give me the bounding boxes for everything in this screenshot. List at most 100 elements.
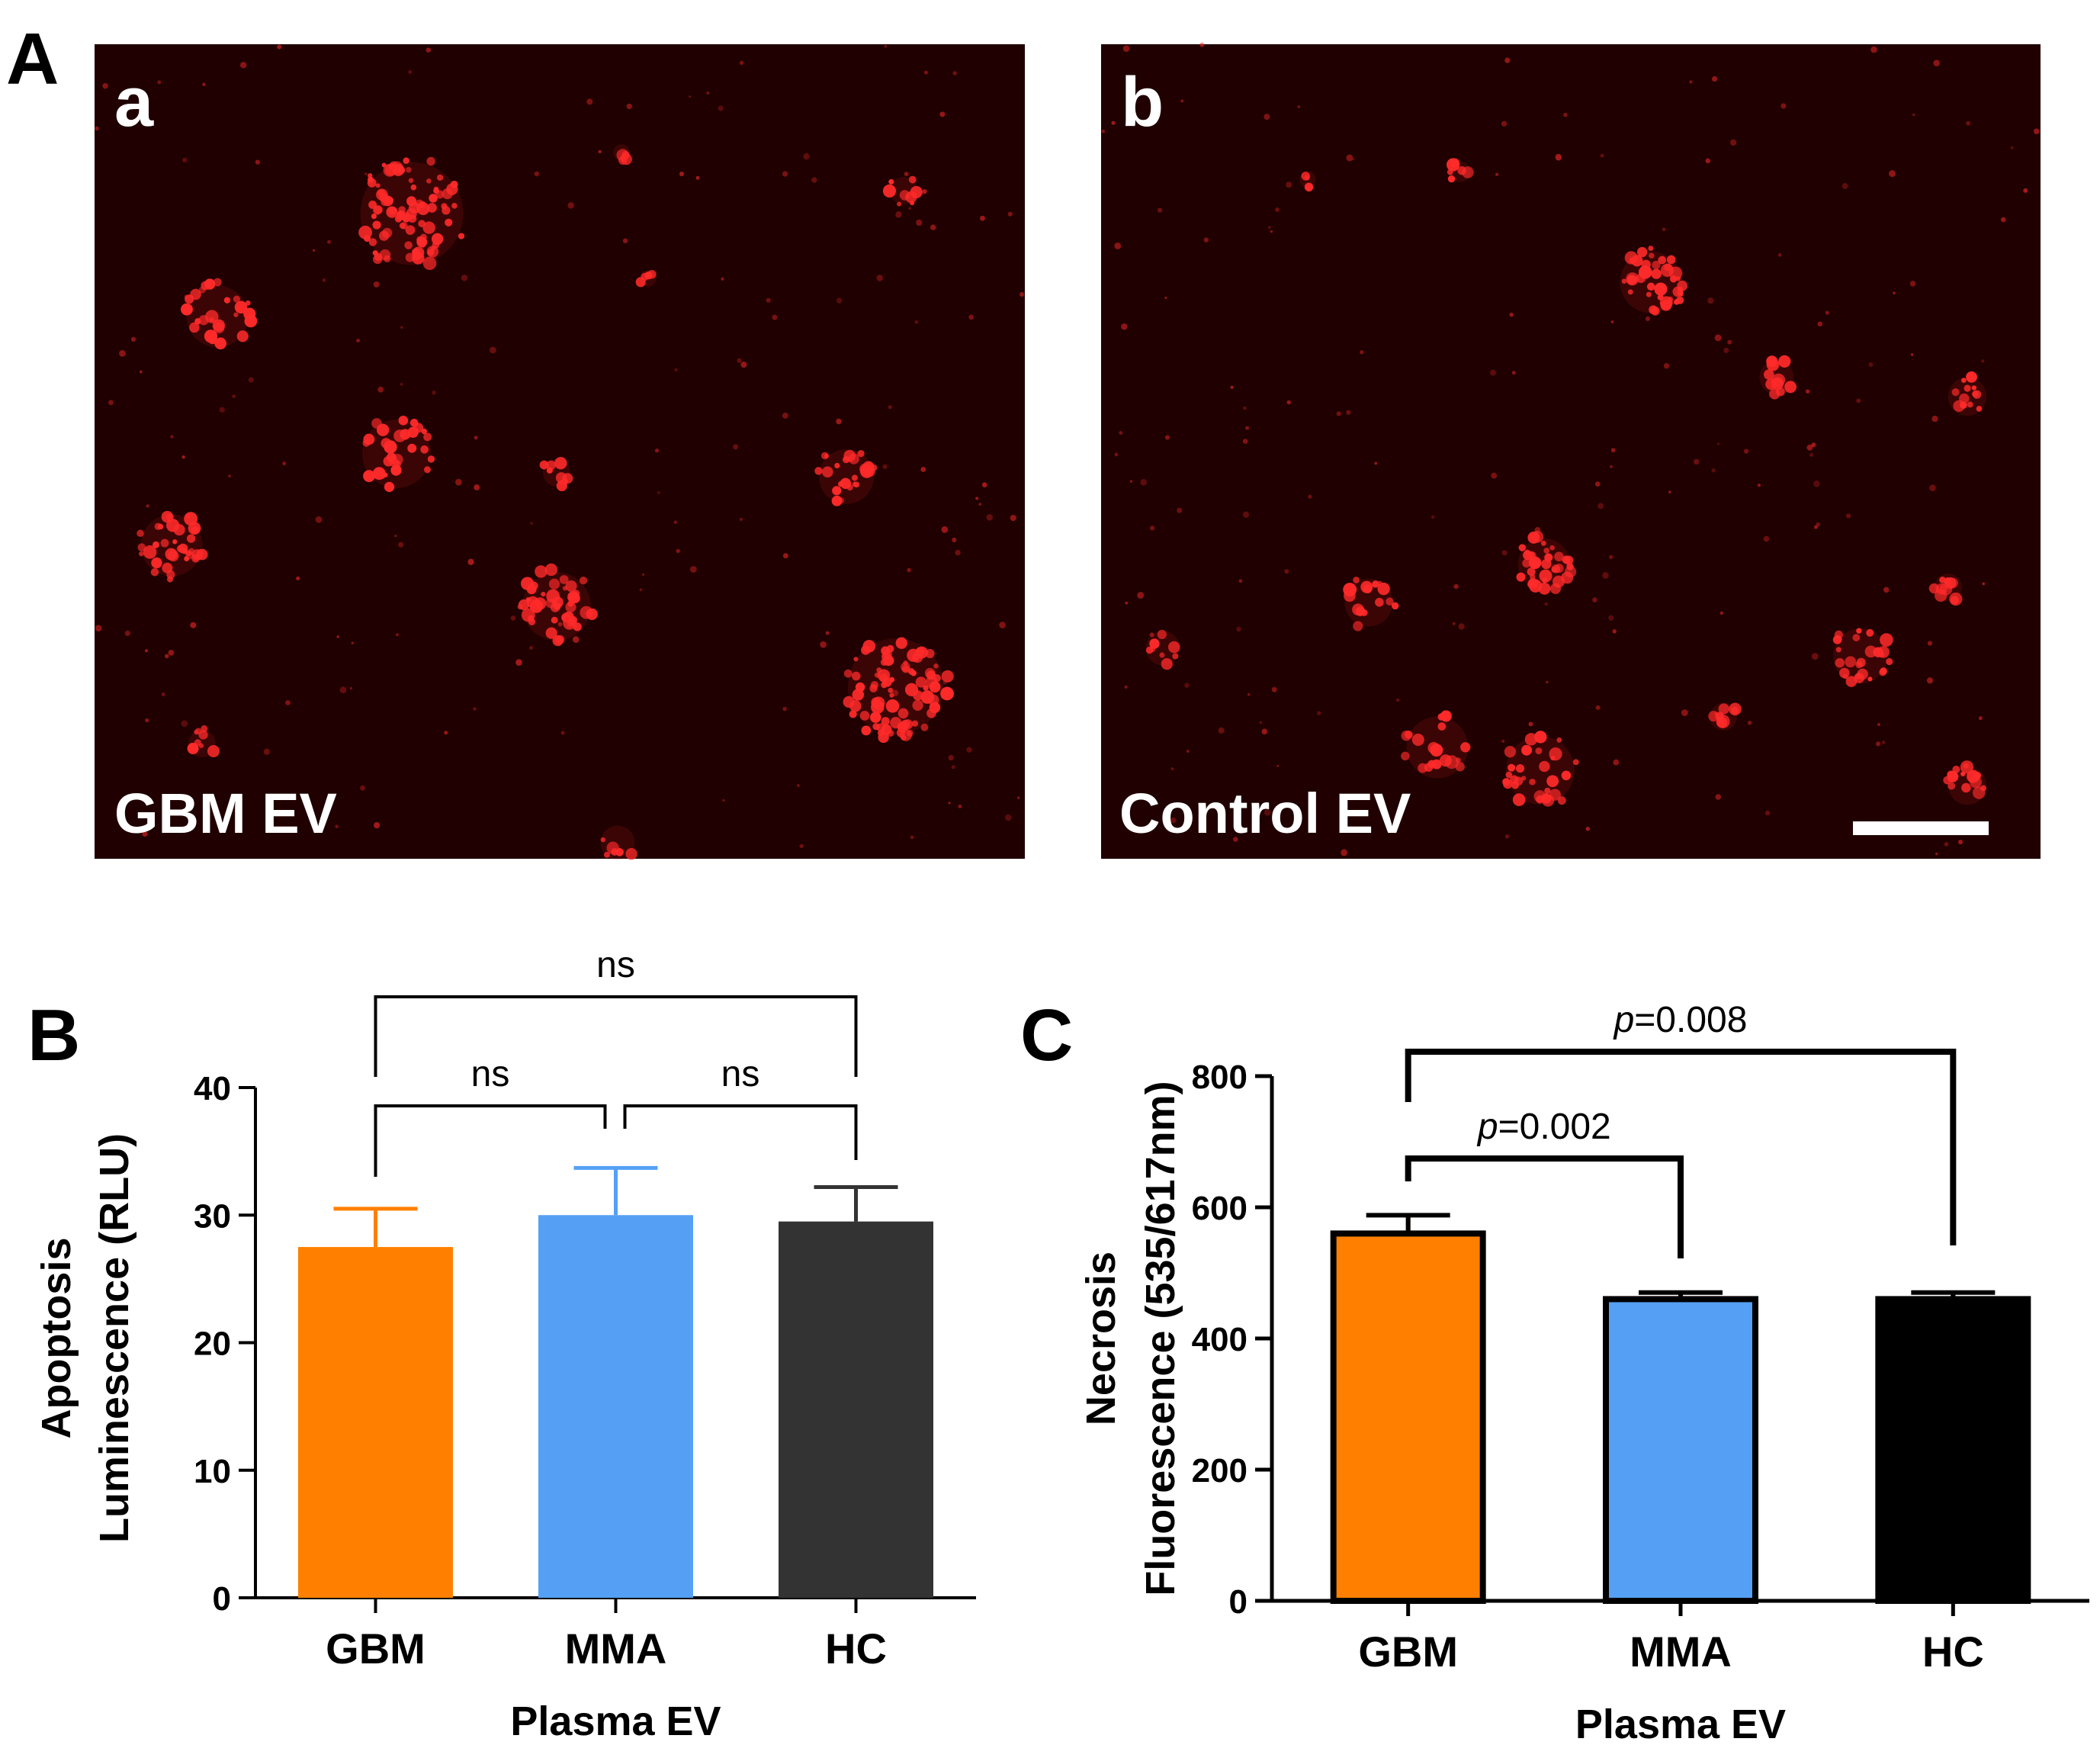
punctum [1961, 378, 1967, 384]
speckle [1199, 42, 1205, 47]
speckle [1877, 722, 1881, 727]
speckle [95, 126, 99, 131]
punctum [814, 467, 823, 475]
speckle [876, 275, 884, 281]
punctum [535, 565, 547, 578]
speckle [1236, 626, 1241, 632]
punctum [153, 541, 159, 548]
punctum [564, 611, 574, 622]
speckle [1286, 400, 1292, 405]
speckle [914, 320, 919, 324]
punctum [214, 337, 226, 350]
speckle [639, 588, 643, 592]
speckle [1811, 653, 1819, 660]
y-axis-title: Apoptosis [34, 1238, 79, 1439]
speckle [1868, 362, 1874, 367]
speckle [1276, 764, 1280, 767]
speckle [1157, 207, 1163, 213]
speckle [1595, 705, 1601, 710]
speckle [1374, 461, 1378, 465]
speckle [1909, 281, 1916, 287]
speckle [2000, 217, 2006, 223]
speckle [797, 784, 800, 787]
punctum [1534, 731, 1547, 744]
speckle [1491, 472, 1498, 479]
punctum [426, 178, 432, 184]
punctum [1527, 551, 1536, 561]
punctum [1527, 567, 1536, 577]
punctum [1708, 711, 1719, 722]
speckle [1926, 677, 1934, 684]
speckle [560, 731, 565, 735]
punctum [1839, 667, 1850, 679]
punctum [1651, 268, 1662, 279]
punctum [1172, 653, 1179, 660]
punctum [1561, 571, 1574, 584]
punctum [368, 238, 377, 246]
punctum [1150, 647, 1156, 652]
speckle [1764, 810, 1771, 816]
speckle [1242, 439, 1248, 444]
punctum [1431, 759, 1442, 770]
significance-label: ns [721, 1054, 760, 1094]
punctum [1947, 770, 1955, 779]
punctum [178, 543, 188, 554]
punctum [1541, 558, 1552, 570]
punctum [1518, 544, 1527, 551]
speckle [474, 484, 480, 490]
speckle [1816, 522, 1821, 527]
punctum [243, 307, 256, 320]
punctum [1855, 660, 1863, 669]
punctum [403, 157, 409, 164]
speckle [766, 297, 771, 303]
speckle [958, 804, 962, 808]
punctum [606, 841, 619, 855]
speckle [1594, 481, 1601, 487]
speckle [939, 111, 946, 117]
speckle [1004, 814, 1012, 821]
speckle [739, 517, 743, 522]
speckle [406, 166, 412, 173]
speckle [986, 514, 994, 521]
punctum [1658, 255, 1667, 265]
speckle [721, 277, 724, 281]
punctum [136, 529, 144, 538]
punctum [1543, 548, 1550, 554]
punctum [876, 723, 886, 732]
punctum [1636, 246, 1648, 258]
y-tick-label: 30 [194, 1197, 231, 1235]
punctum [1629, 257, 1636, 264]
speckle [1170, 817, 1177, 824]
speckle [190, 622, 197, 628]
punctum [897, 201, 902, 207]
punctum [400, 222, 408, 230]
punctum [1531, 530, 1544, 543]
punctum [381, 227, 393, 239]
speckle [121, 816, 125, 821]
punctum [882, 184, 897, 198]
punctum [1960, 401, 1967, 409]
punctum [644, 271, 653, 280]
speckle [1825, 310, 1829, 315]
speckle [1017, 796, 1020, 799]
punctum [422, 221, 435, 234]
speckle [1910, 353, 1914, 356]
punctum [1549, 789, 1562, 801]
punctum [1355, 606, 1366, 616]
speckle [825, 631, 830, 635]
punctum [887, 729, 894, 737]
punctum [207, 744, 220, 757]
speckle [952, 537, 957, 542]
punctum [843, 669, 853, 678]
speckle [1585, 827, 1590, 831]
speckle [1259, 721, 1263, 725]
punctum [379, 249, 391, 261]
punctum [1864, 645, 1877, 658]
punctum [870, 712, 881, 723]
punctum [185, 294, 194, 304]
speckle [364, 172, 368, 176]
punctum [406, 207, 417, 220]
punctum [368, 176, 374, 183]
category-label: GBM [326, 1624, 425, 1673]
